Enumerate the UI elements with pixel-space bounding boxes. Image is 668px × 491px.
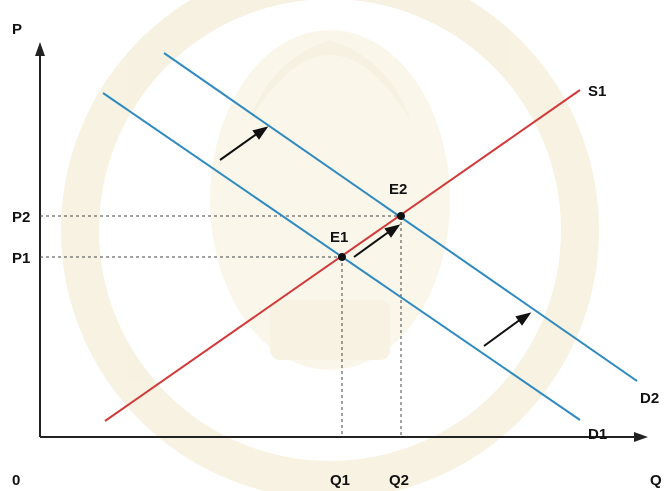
q1-label: Q1 — [330, 472, 350, 489]
y-axis-label: P — [12, 21, 22, 38]
arrow-icon — [353, 224, 401, 258]
arrow-icon — [219, 126, 269, 161]
x-axis-label: Q — [650, 472, 662, 489]
e1-point — [338, 253, 346, 261]
demand-label-d1: D1 — [588, 426, 607, 443]
supply-label-s1: S1 — [588, 83, 606, 100]
watermark-seal — [61, 0, 599, 491]
q2-label: Q2 — [389, 472, 409, 489]
e2-point — [397, 212, 405, 220]
arrow-icon — [483, 312, 532, 347]
shift-arrows — [219, 126, 532, 347]
equilibrium-points — [338, 212, 405, 261]
e2-label: E2 — [389, 181, 407, 198]
guide-lines — [40, 215, 402, 437]
p1-label: P1 — [12, 250, 30, 267]
x-axis-arrowhead — [634, 432, 648, 442]
demand-label-d2: D2 — [640, 390, 659, 407]
origin-label: 0 — [12, 472, 20, 489]
y-axis-arrowhead — [35, 42, 45, 56]
axes — [35, 42, 648, 442]
labels: P Q 0 P2 P1 Q1 Q2 E1 E2 S1 D1 D2 — [12, 21, 662, 489]
e1-label: E1 — [330, 229, 348, 246]
p2-label: P2 — [12, 209, 30, 226]
